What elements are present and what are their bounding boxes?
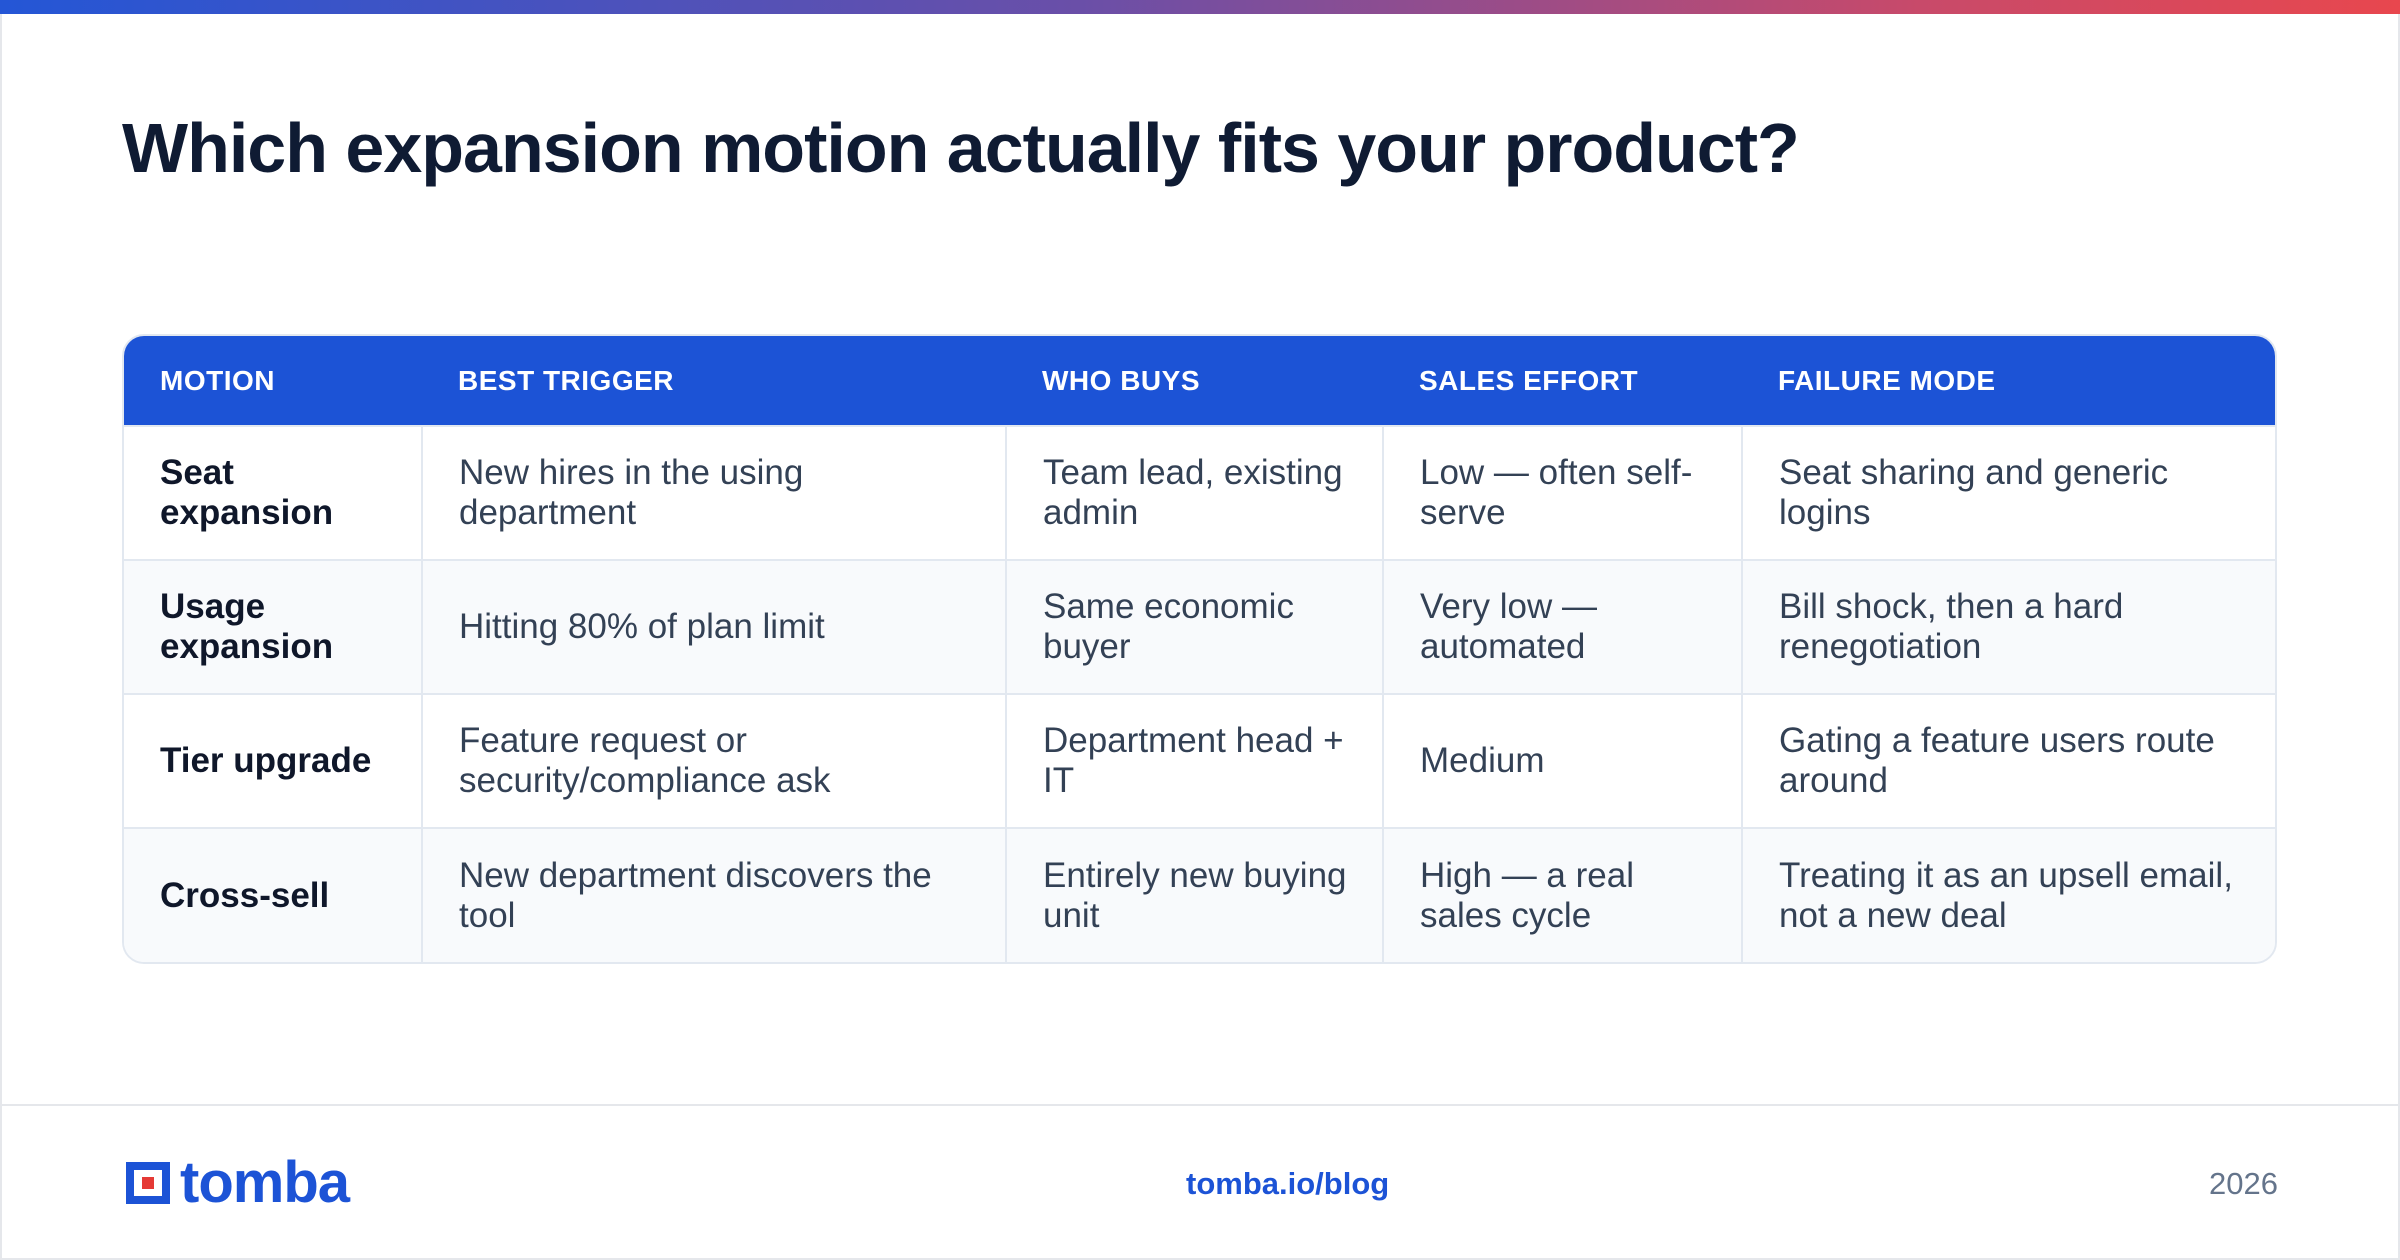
table-row: Seat expansion New hires in the using de…: [124, 425, 2275, 560]
page-frame: [0, 14, 2400, 1260]
table-row: Usage expansion Hitting 80% of plan limi…: [124, 559, 2275, 694]
cell-motion: Cross-sell: [124, 827, 422, 962]
header-failure-mode: FAILURE MODE: [1742, 336, 2275, 426]
page-title: Which expansion motion actually fits you…: [122, 109, 1800, 187]
cell-failure-mode: Treating it as an upsell email, not a ne…: [1741, 827, 2275, 962]
header-motion: MOTION: [124, 336, 422, 426]
top-gradient-bar: [0, 0, 2400, 14]
footer-year: 2026: [2209, 1166, 2278, 1201]
header-sales-effort: SALES EFFORT: [1383, 336, 1742, 426]
cell-failure-mode: Gating a feature users route around: [1741, 693, 2275, 828]
cell-motion: Tier upgrade: [124, 693, 422, 828]
cell-motion: Seat expansion: [124, 425, 422, 560]
cell-who-buys: Department head + IT: [1005, 693, 1383, 828]
header-who-buys: WHO BUYS: [1006, 336, 1383, 426]
header-best-trigger: BEST TRIGGER: [422, 336, 1006, 426]
cell-best-trigger: Hitting 80% of plan limit: [421, 559, 1006, 694]
table-row: Tier upgrade Feature request or security…: [124, 693, 2275, 828]
cell-best-trigger: New department discovers the tool: [421, 827, 1006, 962]
table-row: Cross-sell New department discovers the …: [124, 827, 2275, 962]
tomba-logo-mark-icon: [126, 1162, 170, 1204]
table-header-row: MOTION BEST TRIGGER WHO BUYS SALES EFFOR…: [124, 336, 2275, 426]
cell-motion: Usage expansion: [124, 559, 422, 694]
footer-divider: [2, 1104, 2398, 1106]
cell-best-trigger: Feature request or security/compliance a…: [421, 693, 1006, 828]
cell-sales-effort: High — a real sales cycle: [1382, 827, 1742, 962]
comparison-table: MOTION BEST TRIGGER WHO BUYS SALES EFFOR…: [122, 334, 2277, 964]
blog-link[interactable]: tomba.io/blog: [1186, 1166, 1390, 1201]
cell-failure-mode: Bill shock, then a hard renegotiation: [1741, 559, 2275, 694]
cell-sales-effort: Medium: [1382, 693, 1742, 828]
cell-who-buys: Team lead, existing admin: [1005, 425, 1383, 560]
cell-sales-effort: Very low — automated: [1382, 559, 1742, 694]
cell-best-trigger: New hires in the using department: [421, 425, 1006, 560]
cell-who-buys: Same economic buyer: [1005, 559, 1383, 694]
cell-sales-effort: Low — often self-serve: [1382, 425, 1742, 560]
cell-who-buys: Entirely new buying unit: [1005, 827, 1383, 962]
tomba-logo[interactable]: tomba: [122, 1150, 350, 1215]
cell-failure-mode: Seat sharing and generic logins: [1741, 425, 2275, 560]
logo-wordmark: tomba: [180, 1150, 350, 1215]
